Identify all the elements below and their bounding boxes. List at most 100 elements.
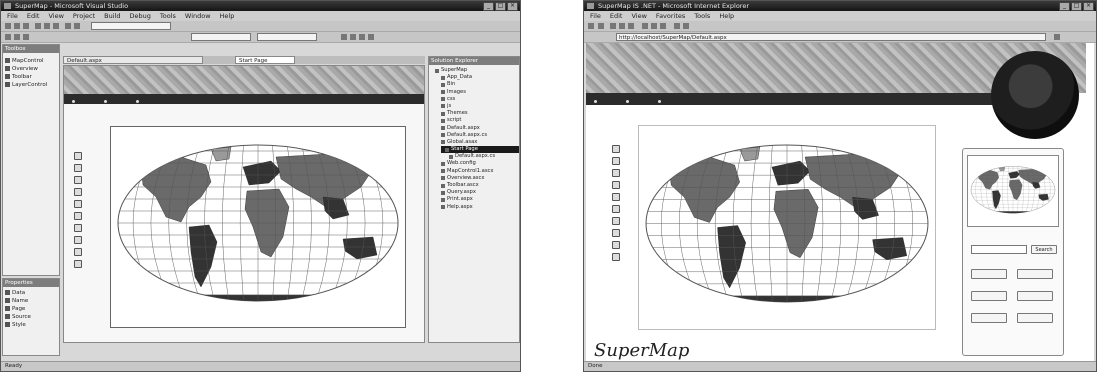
paste-icon[interactable] xyxy=(53,23,59,29)
side-button-1[interactable] xyxy=(971,269,1007,279)
tree-node[interactable]: Default.aspx xyxy=(441,125,519,132)
side-button-6[interactable] xyxy=(1017,313,1053,323)
menu-view[interactable]: View xyxy=(631,12,647,20)
menu-build[interactable]: Build xyxy=(104,12,121,20)
new-file-icon[interactable] xyxy=(5,23,11,29)
tree-node[interactable]: Help.aspx xyxy=(441,204,519,211)
menu-file[interactable]: File xyxy=(590,12,601,20)
property-row[interactable]: Page xyxy=(3,305,59,313)
toolbox-item[interactable]: MapControl xyxy=(3,57,59,65)
tree-node[interactable]: Print.aspx xyxy=(441,196,519,203)
side-button-4[interactable] xyxy=(1017,291,1053,301)
world-map[interactable] xyxy=(639,126,935,329)
tree-node[interactable]: js xyxy=(441,103,519,110)
home-icon[interactable] xyxy=(628,23,634,29)
property-row[interactable]: Data xyxy=(3,289,59,297)
zoom-out-icon[interactable] xyxy=(612,157,620,165)
maximize-icon[interactable]: □ xyxy=(495,2,506,11)
overview-panel[interactable] xyxy=(967,155,1059,227)
tree-node[interactable]: Overview.ascx xyxy=(441,175,519,182)
tree-node[interactable]: Images xyxy=(441,89,519,96)
favorites-icon[interactable] xyxy=(651,23,657,29)
toolbar-icon-c[interactable] xyxy=(359,34,365,40)
tree-node-selected[interactable]: Start Page xyxy=(441,146,519,154)
open-file-icon[interactable] xyxy=(14,23,20,29)
tree-node[interactable]: Default.aspx.cs xyxy=(441,132,519,139)
measure-icon[interactable] xyxy=(74,224,82,232)
query-icon[interactable] xyxy=(612,241,620,249)
block-format-combo[interactable] xyxy=(191,33,251,41)
zoom-in-icon[interactable] xyxy=(612,145,620,153)
refresh-icon[interactable] xyxy=(619,23,625,29)
history-icon[interactable] xyxy=(660,23,666,29)
side-button-3[interactable] xyxy=(971,291,1007,301)
tree-node[interactable]: Global.asax xyxy=(441,139,519,146)
menu-help[interactable]: Help xyxy=(219,12,235,20)
refresh-icon[interactable] xyxy=(74,200,82,208)
menu-project[interactable]: Project xyxy=(72,12,96,20)
tree-node[interactable]: SuperMap xyxy=(435,67,519,74)
side-button-2[interactable] xyxy=(1017,269,1053,279)
tree-node[interactable]: Web.config xyxy=(441,160,519,167)
menu-help[interactable]: Help xyxy=(719,12,735,20)
pan-icon[interactable] xyxy=(612,169,620,177)
minimize-icon[interactable]: _ xyxy=(1059,2,1070,11)
tree-node[interactable]: Themes xyxy=(441,110,519,117)
menu-file[interactable]: File xyxy=(7,12,18,20)
tree-node[interactable]: Default.aspx.cs xyxy=(441,153,519,160)
toolbox-item[interactable]: Overview xyxy=(3,65,59,73)
address-input[interactable]: http://localhost/SuperMap/Default.aspx xyxy=(616,33,1046,41)
measure-icon[interactable] xyxy=(612,217,620,225)
tree-node[interactable]: Query.aspx xyxy=(441,189,519,196)
go-icon[interactable] xyxy=(1054,34,1060,40)
tree-node[interactable]: Toolbar.ascx xyxy=(441,182,519,189)
toolbar-icon-d[interactable] xyxy=(368,34,374,40)
tree-node[interactable]: Bin xyxy=(441,81,519,88)
menu-debug[interactable]: Debug xyxy=(129,12,151,20)
property-row[interactable]: Source xyxy=(3,313,59,321)
menu-window[interactable]: Window xyxy=(184,12,211,20)
bold-icon[interactable] xyxy=(23,34,29,40)
refresh-icon[interactable] xyxy=(612,193,620,201)
property-row[interactable]: Name xyxy=(3,297,59,305)
tree-node[interactable]: MapControl1.ascx xyxy=(441,168,519,175)
area-icon[interactable] xyxy=(612,229,620,237)
forward-icon[interactable] xyxy=(598,23,604,29)
close-icon[interactable]: × xyxy=(1083,2,1094,11)
font-combo[interactable] xyxy=(257,33,317,41)
query-icon[interactable] xyxy=(74,248,82,256)
toolbox-item[interactable]: Toolbar xyxy=(3,73,59,81)
pan-icon[interactable] xyxy=(74,176,82,184)
tree-node[interactable]: App_Data xyxy=(441,74,519,81)
tab-start-page[interactable]: Start Page xyxy=(235,56,295,64)
close-icon[interactable]: × xyxy=(507,2,518,11)
save-icon[interactable] xyxy=(23,23,29,29)
print-icon[interactable] xyxy=(683,23,689,29)
menu-favorites[interactable]: Favorites xyxy=(655,12,686,20)
copy-icon[interactable] xyxy=(44,23,50,29)
align-icon[interactable] xyxy=(14,34,20,40)
config-combo[interactable] xyxy=(91,22,171,30)
menu-edit[interactable]: Edit xyxy=(609,12,623,20)
menu-tools[interactable]: Tools xyxy=(694,12,711,20)
undo-icon[interactable] xyxy=(65,23,71,29)
cut-icon[interactable] xyxy=(35,23,41,29)
tab-default-aspx[interactable]: Default.aspx xyxy=(63,56,203,64)
menu-edit[interactable]: Edit xyxy=(26,12,40,20)
clear-icon[interactable] xyxy=(74,260,82,268)
maximize-icon[interactable]: □ xyxy=(1071,2,1082,11)
area-icon[interactable] xyxy=(74,236,82,244)
full-extent-icon[interactable] xyxy=(612,181,620,189)
property-row[interactable]: Style xyxy=(3,321,59,329)
minimize-icon[interactable]: _ xyxy=(483,2,494,11)
select-icon[interactable] xyxy=(74,212,82,220)
menu-tools[interactable]: Tools xyxy=(159,12,176,20)
tree-node[interactable]: css xyxy=(441,96,519,103)
toolbar-icon-b[interactable] xyxy=(350,34,356,40)
search-input[interactable] xyxy=(971,245,1027,254)
overview-map[interactable] xyxy=(968,161,1058,221)
mail-icon[interactable] xyxy=(674,23,680,29)
side-button-5[interactable] xyxy=(971,313,1007,323)
zoom-out-icon[interactable] xyxy=(74,164,82,172)
toolbox-item[interactable]: LayerControl xyxy=(3,81,59,89)
